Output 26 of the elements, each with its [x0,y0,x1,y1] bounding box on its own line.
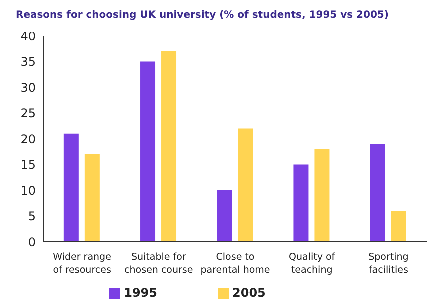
bar [217,190,232,242]
bar [84,154,100,242]
bar [314,149,330,242]
bar [294,164,309,242]
y-tick-label: 0 [28,235,36,250]
bar [64,134,79,242]
bar [162,51,177,242]
bar [140,62,156,242]
chart-title: Reasons for choosing UK university (% of students, 1995 vs 2005) [16,10,389,21]
bar [391,211,406,242]
x-tick-label: Quality of teaching [289,252,336,276]
bar [370,144,386,242]
x-tick-label: Close to parental home [200,252,270,276]
bar [238,128,254,242]
x-tick-label: Suitable for chosen course [124,252,194,276]
x-tick-label: Sporting facilities [368,252,409,276]
y-tick-label: 20 [20,132,36,146]
y-tick-label: 35 [20,55,36,70]
y-tick-label: 5 [28,210,36,224]
legend-label: 2005 [232,286,266,300]
x-tick-label: Wider range of resources [53,252,112,276]
legend-label: 1995 [124,286,158,300]
y-tick-label: 15 [20,158,36,172]
y-tick-label: 30 [20,80,36,95]
y-tick-label: 10 [20,184,36,198]
y-tick-label: 25 [20,106,36,121]
